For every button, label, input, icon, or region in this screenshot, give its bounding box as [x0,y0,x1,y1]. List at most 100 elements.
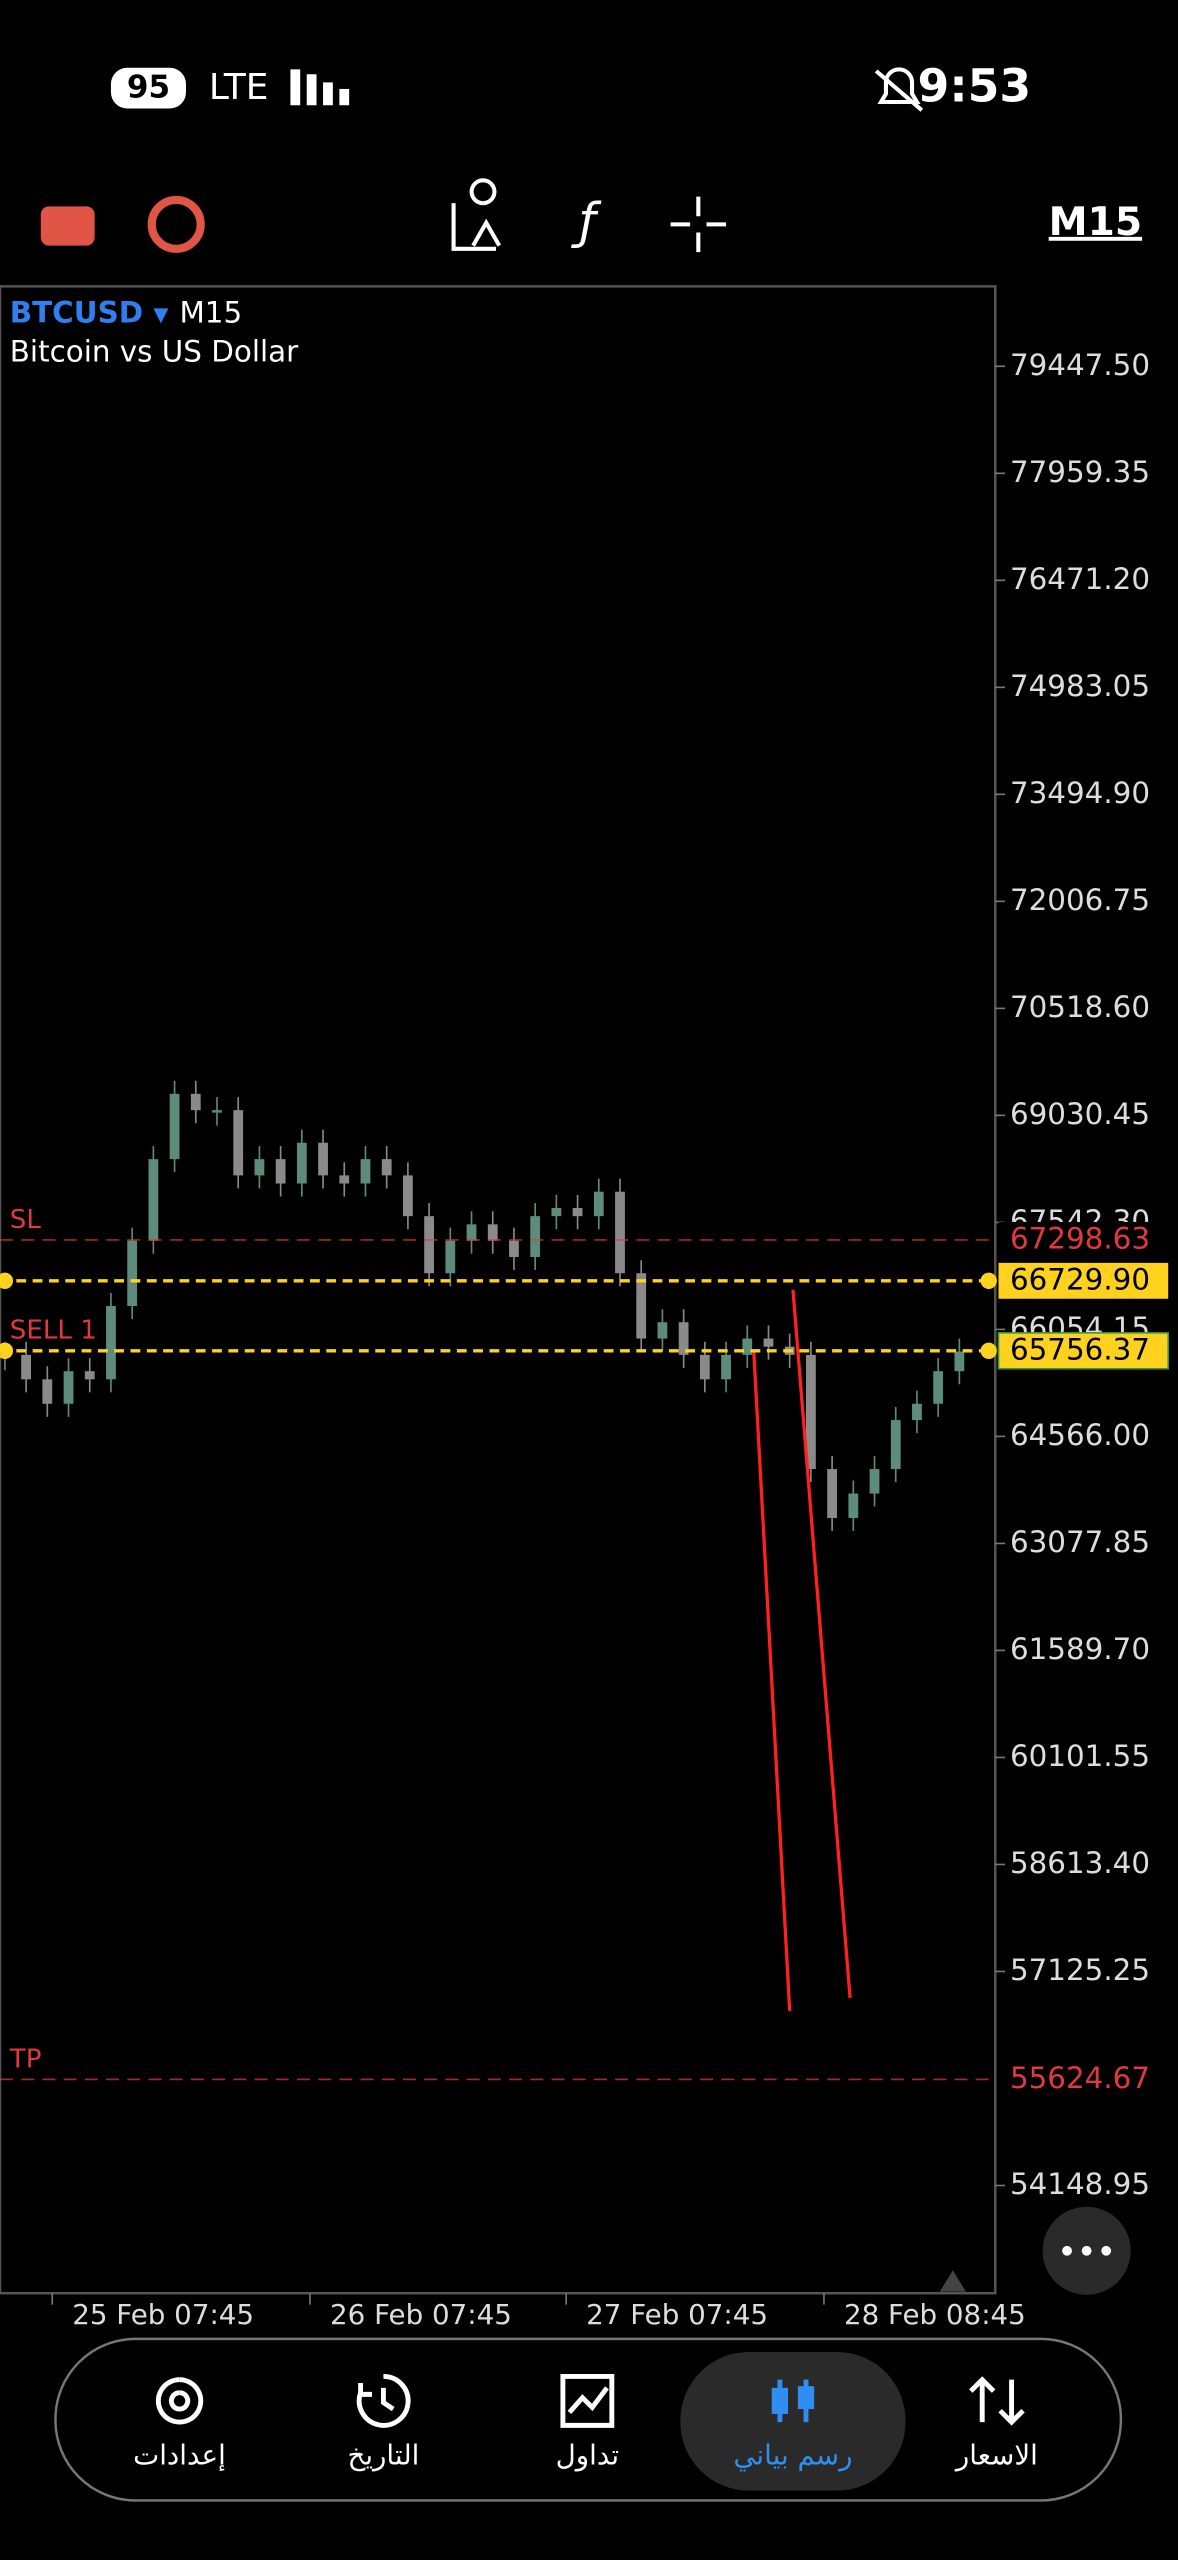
candle [721,1354,731,1380]
candle [127,1240,138,1306]
nav-items: إعدادات التاريخ تداول رسم بياني الاسعار [133,2373,1038,2471]
candle [360,1159,371,1184]
price-axis: 79447.50 77959.35 76471.20 74983.05 73494.90… [51,348,1150,2331]
candle [212,1110,222,1113]
crosshair-button[interactable] [670,196,727,253]
level-label-bg [997,1332,1170,1370]
nav-icon [797,2386,815,2410]
candle [233,1110,244,1176]
candle [63,1371,74,1404]
level-handle[interactable] [980,1272,997,1289]
level-label-bg [998,1221,1169,1258]
y-tick-label: 72006.75 [1010,883,1150,917]
candle [699,1354,710,1380]
toolbar-button[interactable] [147,195,205,253]
y-tick-label: 54148.95 [1010,2167,1150,2201]
trend-line [752,1351,792,2012]
candle [890,1420,901,1470]
y-tick-label: 57125.25 [1010,1953,1150,1987]
candle [763,1338,774,1347]
candle [296,1142,307,1184]
candle [615,1191,625,1274]
x-tick-label: 26 Feb 07:45 [330,2298,512,2331]
level-handle[interactable] [0,1342,14,1359]
y-tick-label: 73494.90 [1010,776,1150,810]
symbol-dropdown[interactable]: ▼ [153,303,168,326]
trade-levels: 67298.63 SL 66729.90 65756.37 SELL 1 55624.67… [0,1205,1170,2098]
y-tick-label: 77959.35 [1010,455,1150,489]
candle [742,1338,753,1355]
nav-icon[interactable] [356,2373,411,2428]
y-tick-label: 70518.60 [1010,990,1150,1024]
trend-line [791,1289,852,1999]
candle [869,1469,880,1494]
mute-icon [874,67,924,112]
level-handle[interactable] [980,1342,997,1359]
clock: 9:53 [918,59,1032,112]
toolbar-button[interactable] [451,178,502,251]
level-label-bg [998,1262,1169,1299]
candle [954,1351,965,1372]
battery-level: 95 [127,69,170,105]
candle [572,1208,583,1217]
candle [466,1224,477,1241]
candles [0,1080,965,1532]
nav-icon[interactable] [155,2377,204,2425]
more-dots [1062,2245,1112,2256]
y-tick-label: 64566.00 [1010,1418,1150,1452]
candle [318,1142,328,1176]
candle [339,1175,350,1184]
network-type: LTE [209,67,269,108]
candle [169,1093,180,1160]
level-price: 67298.63 [1010,1221,1150,1255]
toolbar-button[interactable] [40,206,95,246]
candle [21,1354,31,1380]
nav-label[interactable]: رسم بياني [733,2438,852,2471]
candle [403,1175,413,1217]
candle [190,1093,201,1111]
level-handle[interactable] [0,1272,14,1289]
candle [106,1305,116,1380]
candle [424,1216,434,1274]
level-price: 55624.67 [1010,2061,1150,2095]
candle [445,1240,456,1274]
y-tick-label: 74983.05 [1010,669,1150,703]
x-tick-label: 27 Feb 07:45 [586,2298,768,2331]
active-tab-highlight [680,2351,906,2491]
candle [509,1240,519,1257]
y-tick-label: 61589.70 [1010,1632,1150,1666]
candle [530,1216,541,1257]
y-tick-label: 60101.55 [1010,1739,1150,1773]
candle [912,1403,922,1421]
level-label-bg [998,2061,1169,2098]
symbol[interactable]: BTCUSD [10,296,143,330]
candle [275,1159,286,1184]
bottom-nav [54,2337,1123,2502]
candle [84,1371,95,1380]
battery-icon [110,67,186,109]
nav-icon[interactable] [969,2376,1025,2426]
y-tick-label: 76471.20 [1010,562,1150,596]
y-tick-label: 63077.85 [1010,1525,1150,1559]
level-price: 66729.90 [1010,1262,1150,1296]
nav-label[interactable]: التاريخ [347,2438,419,2471]
candle [657,1322,668,1339]
chart-frame [0,285,997,2295]
y-tick-label: 58613.40 [1010,1846,1150,1880]
candle [381,1159,392,1176]
level-name: SL [10,1205,42,1235]
timeframe-button[interactable]: M15 [1049,200,1142,245]
nav-label[interactable]: إعدادات [133,2438,226,2471]
nav-label[interactable]: الاسعار [954,2438,1038,2471]
candle [806,1354,816,1470]
level-price: 65756.37 [1010,1332,1150,1366]
candle [678,1322,689,1355]
level-name: SELL 1 [10,1316,97,1346]
candle [848,1493,859,1518]
x-tick-label: 25 Feb 07:45 [72,2298,254,2331]
nav-icon[interactable] [560,2373,615,2428]
candle [593,1191,604,1217]
chart-timeframe: M15 [179,296,242,330]
nav-label[interactable]: تداول [556,2438,620,2471]
